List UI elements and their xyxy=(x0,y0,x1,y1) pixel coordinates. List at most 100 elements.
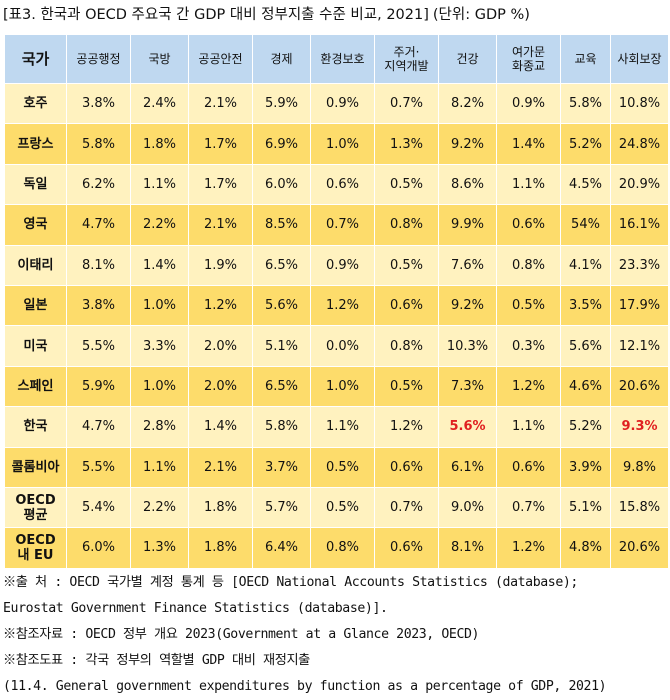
table-unit: (단위: GDP %) xyxy=(432,7,530,23)
value-cell: 0.6% xyxy=(374,527,439,569)
value-cell: 3.3% xyxy=(130,325,189,367)
value-cell: 9.9% xyxy=(438,204,497,246)
value-cell: 2.1% xyxy=(188,446,253,488)
value-cell: 2.0% xyxy=(188,365,253,408)
expenditure-table: 국가 공공행정 국방 공공안전 경제 환경보호 주거· 지역개발 건강 여가문 화종교 교육 사회보장 … xyxy=(4,34,669,569)
note-line: (11.4. General government expenditures b… xyxy=(3,679,607,694)
value-cell: 5.6% xyxy=(560,325,611,367)
country-cell: 호주 xyxy=(4,82,67,125)
value-cell: 3.5% xyxy=(560,284,611,327)
value-cell: 3.9% xyxy=(560,446,611,488)
value-cell: 54% xyxy=(560,204,611,246)
value-cell: 0.9% xyxy=(496,82,561,125)
value-cell: 1.8% xyxy=(188,486,253,529)
value-cell: 5.1% xyxy=(252,325,311,367)
value-cell: 1.0% xyxy=(310,123,375,165)
value-cell: 6.1% xyxy=(438,446,497,488)
value-cell: 24.8% xyxy=(610,123,669,165)
value-cell: 1.7% xyxy=(188,163,253,206)
value-cell: 10.3% xyxy=(438,325,497,367)
column-header: 공공안전 xyxy=(188,34,253,84)
value-cell: 8.1% xyxy=(438,527,497,569)
value-cell: 1.4% xyxy=(188,406,253,448)
value-cell: 5.6% xyxy=(252,284,311,327)
value-cell: 7.6% xyxy=(438,244,497,286)
value-cell: 0.8% xyxy=(374,325,439,367)
value-cell: 5.7% xyxy=(252,486,311,529)
value-cell: 4.8% xyxy=(560,527,611,569)
country-cell: 콜롬비아 xyxy=(4,446,67,488)
value-cell: 2.8% xyxy=(130,406,189,448)
note-line: Eurostat Government Finance Statistics (… xyxy=(3,601,388,616)
value-cell: 5.1% xyxy=(560,486,611,529)
column-header-country: 국가 xyxy=(4,34,67,84)
table-row: 미국 5.5% 3.3% 2.0% 5.1% 0.0% 0.8% 10.3% 0.3% 5.6% 1… xyxy=(4,325,669,367)
value-cell: 1.8% xyxy=(130,123,189,165)
table-body: 호주 3.8% 2.4% 2.1% 5.9% 0.9% 0.7% 8.2% 0.9% 5.8% 10… xyxy=(4,82,669,569)
value-cell: 4.1% xyxy=(560,244,611,286)
country-cell: 프랑스 xyxy=(4,123,67,165)
value-cell: 0.5% xyxy=(310,486,375,529)
value-cell: 20.6% xyxy=(610,365,669,408)
value-cell: 7.3% xyxy=(438,365,497,408)
column-header: 주거· 지역개발 xyxy=(374,34,439,84)
table-row: 호주 3.8% 2.4% 2.1% 5.9% 0.9% 0.7% 8.2% 0.9% 5.8% 10… xyxy=(4,82,669,125)
value-cell: 15.8% xyxy=(610,486,669,529)
value-cell: 6.5% xyxy=(252,244,311,286)
value-cell: 12.1% xyxy=(610,325,669,367)
table-row: 독일 6.2% 1.1% 1.7% 6.0% 0.6% 0.5% 8.6% 1.1% 4.5% 20… xyxy=(4,163,669,206)
country-cell: OECD 내 EU xyxy=(4,527,67,569)
value-cell: 2.0% xyxy=(188,325,253,367)
country-cell: 미국 xyxy=(4,325,67,367)
table-row: 콜롬비아 5.5% 1.1% 2.1% 3.7% 0.5% 0.6% 6.1% 0.6% 3.9%… xyxy=(4,446,669,488)
value-cell: 1.1% xyxy=(130,163,189,206)
table-row: 이태리 8.1% 1.4% 1.9% 6.5% 0.9% 0.5% 7.6% 0.8% 4.1% 2… xyxy=(4,244,669,286)
value-cell: 17.9% xyxy=(610,284,669,327)
country-cell: 이태리 xyxy=(4,244,67,286)
value-cell: 5.2% xyxy=(560,123,611,165)
table-title: [표3. 한국과 OECD 주요국 간 GDP 대비 정부지출 수준 비교, 2… xyxy=(3,7,429,23)
value-cell: 0.6% xyxy=(496,204,561,246)
table-row: 영국 4.7% 2.2% 2.1% 8.5% 0.7% 0.8% 9.9% 0.6% 54% 16.… xyxy=(4,204,669,246)
value-cell: 0.8% xyxy=(496,244,561,286)
value-cell: 0.6% xyxy=(374,446,439,488)
value-cell: 0.5% xyxy=(310,446,375,488)
value-cell: 5.4% xyxy=(66,486,131,529)
source-notes: ※출 처 : OECD 국가별 계정 통계 등 [OECD National A… xyxy=(3,570,667,700)
value-cell: 1.2% xyxy=(310,284,375,327)
country-cell: 일본 xyxy=(4,284,67,327)
country-cell: 한국 xyxy=(4,406,67,448)
country-cell: 영국 xyxy=(4,204,67,246)
value-cell: 5.9% xyxy=(252,82,311,125)
value-cell: 1.4% xyxy=(496,123,561,165)
value-cell: 16.1% xyxy=(610,204,669,246)
value-cell: 1.2% xyxy=(374,406,439,448)
value-cell: 0.9% xyxy=(310,82,375,125)
value-cell: 3.7% xyxy=(252,446,311,488)
value-cell: 6.2% xyxy=(66,163,131,206)
value-cell: 4.7% xyxy=(66,406,131,448)
value-cell: 20.6% xyxy=(610,527,669,569)
value-cell: 6.5% xyxy=(252,365,311,408)
column-header: 사회보장 xyxy=(610,34,669,84)
value-cell: 1.8% xyxy=(188,527,253,569)
country-cell: 독일 xyxy=(4,163,67,206)
value-cell: 0.8% xyxy=(310,527,375,569)
table-row: OECD 평균 5.4% 2.2% 1.8% 5.7% 0.5% 0.7% 9.0% 0.7% 5.… xyxy=(4,486,669,529)
value-cell: 4.6% xyxy=(560,365,611,408)
value-cell: 2.4% xyxy=(130,82,189,125)
table-row: 스페인 5.9% 1.0% 2.0% 6.5% 1.0% 0.5% 7.3% 1.2% 4.6% 2… xyxy=(4,365,669,408)
value-cell: 1.1% xyxy=(130,446,189,488)
value-cell: 1.2% xyxy=(496,527,561,569)
value-cell: 0.6% xyxy=(310,163,375,206)
value-cell: 4.5% xyxy=(560,163,611,206)
value-cell: 1.7% xyxy=(188,123,253,165)
value-cell: 0.5% xyxy=(374,163,439,206)
value-cell: 8.1% xyxy=(66,244,131,286)
column-header: 환경보호 xyxy=(310,34,375,84)
value-cell: 0.6% xyxy=(496,446,561,488)
value-cell: 6.4% xyxy=(252,527,311,569)
value-cell: 1.9% xyxy=(188,244,253,286)
table-row: 프랑스 5.8% 1.8% 1.7% 6.9% 1.0% 1.3% 9.2% 1.4% 5.2% 2… xyxy=(4,123,669,165)
value-cell: 6.9% xyxy=(252,123,311,165)
